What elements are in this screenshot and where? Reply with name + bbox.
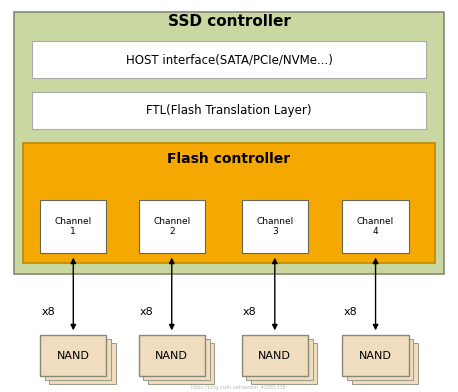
FancyBboxPatch shape (242, 335, 308, 376)
Text: x8: x8 (140, 307, 153, 317)
Text: Flash controller: Flash controller (168, 152, 290, 166)
FancyBboxPatch shape (138, 200, 205, 253)
FancyBboxPatch shape (347, 339, 413, 380)
Text: NAND: NAND (155, 351, 188, 361)
Text: https://blog.csdn.net/weixin_42881338: https://blog.csdn.net/weixin_42881338 (191, 384, 286, 390)
FancyBboxPatch shape (143, 339, 209, 380)
FancyBboxPatch shape (49, 343, 115, 384)
Text: x8: x8 (344, 307, 357, 317)
FancyBboxPatch shape (45, 339, 111, 380)
FancyBboxPatch shape (342, 335, 409, 376)
FancyBboxPatch shape (40, 335, 106, 376)
Text: x8: x8 (243, 307, 256, 317)
Text: NAND: NAND (258, 351, 291, 361)
FancyBboxPatch shape (147, 343, 214, 384)
FancyBboxPatch shape (40, 200, 106, 253)
FancyBboxPatch shape (246, 339, 312, 380)
FancyBboxPatch shape (138, 335, 205, 376)
FancyBboxPatch shape (32, 92, 426, 129)
Text: FTL(Flash Translation Layer): FTL(Flash Translation Layer) (146, 104, 312, 117)
Text: NAND: NAND (57, 351, 90, 361)
Text: Channel
1: Channel 1 (55, 217, 92, 236)
FancyBboxPatch shape (251, 343, 317, 384)
Text: x8: x8 (41, 307, 55, 317)
Text: HOST interface(SATA/PCIe/NVMe...): HOST interface(SATA/PCIe/NVMe...) (125, 53, 333, 66)
FancyBboxPatch shape (23, 143, 435, 263)
Text: NAND: NAND (359, 351, 392, 361)
FancyBboxPatch shape (14, 12, 444, 274)
Text: Channel
3: Channel 3 (256, 217, 294, 236)
FancyBboxPatch shape (352, 343, 418, 384)
Text: Channel
4: Channel 4 (357, 217, 394, 236)
FancyBboxPatch shape (242, 200, 308, 253)
FancyBboxPatch shape (32, 41, 426, 78)
Text: Channel
2: Channel 2 (153, 217, 191, 236)
Text: SSD controller: SSD controller (168, 14, 290, 29)
FancyBboxPatch shape (342, 200, 409, 253)
